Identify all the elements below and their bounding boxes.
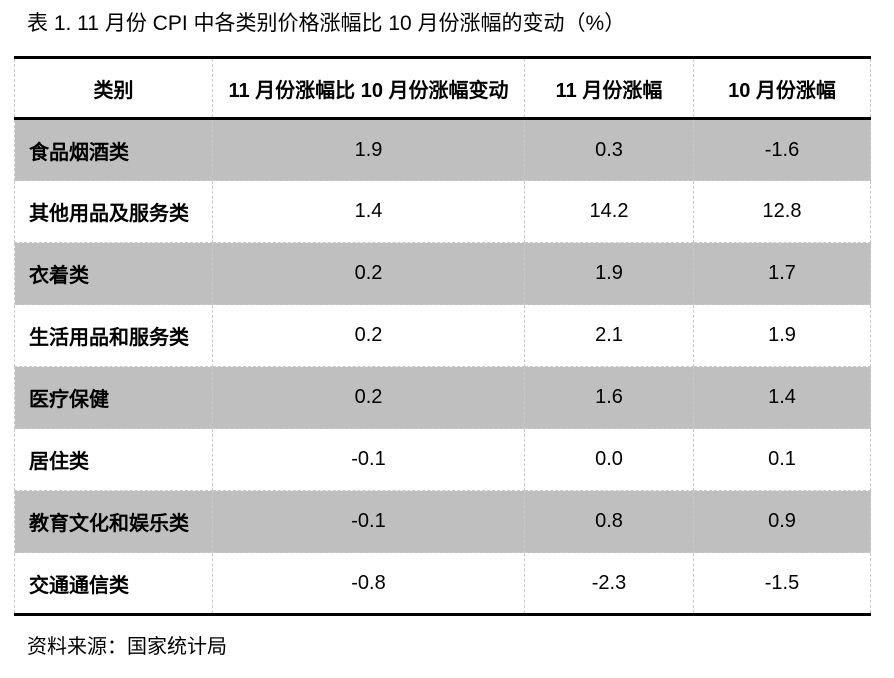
category-cell: 食品烟酒类 [14,118,213,181]
table-row: 衣着类 0.2 1.9 1.7 [14,242,871,305]
category-cell: 生活用品和服务类 [14,304,213,367]
table-row: 其他用品及服务类 1.4 14.2 12.8 [14,180,871,243]
column-header-nov: 11 月份涨幅 [524,57,694,120]
nov-cell: 0.0 [524,428,694,491]
cpi-table: 类别 11 月份涨幅比 10 月份涨幅变动 11 月份涨幅 10 月份涨幅 食品… [14,56,871,616]
category-cell: 衣着类 [14,242,213,305]
table-row: 居住类 -0.1 0.0 0.1 [14,428,871,491]
oct-cell: 0.1 [693,428,871,491]
change-cell: 0.2 [212,242,525,305]
oct-cell: 12.8 [693,180,871,243]
nov-cell: 0.8 [524,490,694,553]
category-cell: 医疗保健 [14,366,213,429]
nov-cell: 1.9 [524,242,694,305]
nov-cell: -2.3 [524,552,694,615]
change-cell: 1.9 [212,118,525,181]
page-title: 表 1. 11 月份 CPI 中各类别价格涨幅比 10 月份涨幅的变动（%） [27,12,626,35]
table-row: 生活用品和服务类 0.2 2.1 1.9 [14,304,871,367]
column-header-change: 11 月份涨幅比 10 月份涨幅变动 [212,57,525,120]
oct-cell: -1.6 [693,118,871,181]
column-header-category: 类别 [14,57,213,120]
source-note: 资料来源：国家统计局 [27,636,227,658]
nov-cell: 0.3 [524,118,694,181]
oct-cell: -1.5 [693,552,871,615]
oct-cell: 1.9 [693,304,871,367]
change-cell: -0.8 [212,552,525,615]
nov-cell: 2.1 [524,304,694,367]
category-cell: 居住类 [14,428,213,491]
change-cell: -0.1 [212,428,525,491]
nov-cell: 1.6 [524,366,694,429]
change-cell: 0.2 [212,304,525,367]
table-row: 教育文化和娱乐类 -0.1 0.8 0.9 [14,490,871,553]
category-cell: 交通通信类 [14,552,213,615]
change-cell: -0.1 [212,490,525,553]
change-cell: 1.4 [212,180,525,243]
table-row: 食品烟酒类 1.9 0.3 -1.6 [14,118,871,181]
category-cell: 其他用品及服务类 [14,180,213,243]
oct-cell: 1.4 [693,366,871,429]
oct-cell: 0.9 [693,490,871,553]
table-row: 交通通信类 -0.8 -2.3 -1.5 [14,552,871,615]
column-header-oct: 10 月份涨幅 [693,57,871,120]
nov-cell: 14.2 [524,180,694,243]
table-row: 医疗保健 0.2 1.6 1.4 [14,366,871,429]
category-cell: 教育文化和娱乐类 [14,490,213,553]
oct-cell: 1.7 [693,242,871,305]
header-row: 类别 11 月份涨幅比 10 月份涨幅变动 11 月份涨幅 10 月份涨幅 [14,57,871,120]
change-cell: 0.2 [212,366,525,429]
